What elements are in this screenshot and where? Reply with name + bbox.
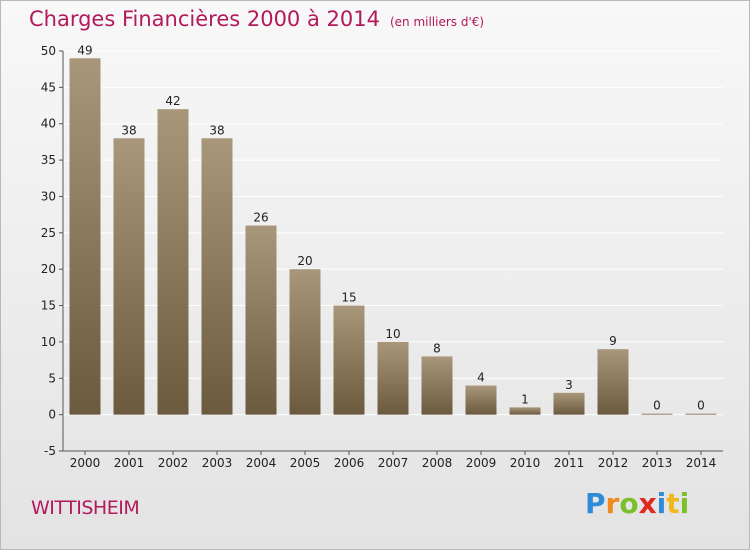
x-tick-label: 2014	[686, 456, 717, 470]
bar	[69, 58, 101, 415]
x-tick-labels: 2000 2001 2002 2003 2004 2005 2006 2007 2008 2009…	[70, 456, 717, 470]
x-tick-label: 2003	[202, 456, 233, 470]
y-tick-label: 35	[41, 153, 56, 167]
x-tick-label: 2010	[510, 456, 541, 470]
bar	[245, 225, 277, 415]
x-tick-label: 2000	[70, 456, 101, 470]
x-tick-label: 2013	[642, 456, 673, 470]
bar	[597, 349, 629, 415]
bar	[201, 138, 233, 415]
chart-title: Charges Financières 2000 à 2014 (en milli…	[29, 7, 484, 31]
x-tick-label: 2011	[554, 456, 585, 470]
chart-title-text: Charges Financières 2000 à 2014	[29, 7, 380, 31]
brand-logo: Proxiti	[585, 487, 689, 520]
brand-letter: t	[666, 487, 680, 520]
data-labels: 49 38 42 38 26 20 15 10 8 4 1 3 9 0 0	[77, 43, 704, 412]
data-label: 0	[653, 399, 661, 413]
chart-unit-label: (en milliers d'€)	[389, 15, 485, 29]
bar	[157, 109, 189, 415]
data-label: 1	[521, 392, 529, 406]
brand-letter: i	[656, 487, 667, 520]
bar	[553, 392, 585, 415]
bar	[641, 413, 673, 415]
data-label: 15	[341, 291, 356, 305]
brand-letter: i	[679, 487, 690, 520]
y-tick-label: 40	[41, 117, 56, 131]
x-tick-label: 2004	[246, 456, 277, 470]
y-tick-label: 0	[48, 408, 56, 422]
bar	[509, 407, 541, 415]
data-label: 20	[297, 254, 312, 268]
data-label: 4	[477, 371, 485, 385]
y-tick-label: 50	[41, 44, 56, 58]
x-tick-label: 2007	[378, 456, 409, 470]
y-tick-labels: -5 0 5 10 15 20 25 30 35 40 45 50	[41, 44, 56, 458]
data-label: 9	[609, 334, 617, 348]
y-tick-label: 45	[41, 80, 56, 94]
y-tick-label: 5	[48, 371, 56, 385]
data-label: 38	[121, 123, 136, 137]
data-label: 3	[565, 378, 573, 392]
commune-name: WITTISHEIM	[31, 497, 140, 519]
y-tick-label: 10	[41, 335, 56, 349]
data-label: 26	[253, 211, 268, 225]
brand-letter: o	[619, 487, 639, 520]
brand-letter: x	[638, 487, 657, 520]
bar	[465, 385, 497, 415]
bars	[69, 58, 717, 415]
x-tick-label: 2001	[114, 456, 145, 470]
x-tick-label: 2006	[334, 456, 365, 470]
y-tick-label: 15	[41, 299, 56, 313]
data-label: 0	[697, 399, 705, 413]
bar	[333, 305, 365, 415]
brand-letter: P	[585, 487, 606, 520]
x-tick-label: 2002	[158, 456, 189, 470]
data-label: 8	[433, 341, 441, 355]
bar	[113, 138, 145, 415]
bar	[421, 356, 453, 415]
data-label: 49	[77, 43, 92, 57]
bar	[289, 269, 321, 415]
x-tick-label: 2009	[466, 456, 497, 470]
data-label: 10	[385, 327, 400, 341]
x-tick-label: 2008	[422, 456, 453, 470]
bar	[377, 341, 409, 415]
x-tick-label: 2012	[598, 456, 629, 470]
brand-letter: r	[605, 487, 620, 520]
y-tick-label: 30	[41, 189, 56, 203]
bar	[685, 413, 717, 415]
x-tick-label: 2005	[290, 456, 321, 470]
axes	[62, 51, 723, 455]
data-label: 38	[209, 123, 224, 137]
data-label: 42	[165, 94, 180, 108]
y-tick-label: 20	[41, 262, 56, 276]
y-tick-label: -5	[44, 444, 56, 458]
y-tick-label: 25	[41, 226, 56, 240]
